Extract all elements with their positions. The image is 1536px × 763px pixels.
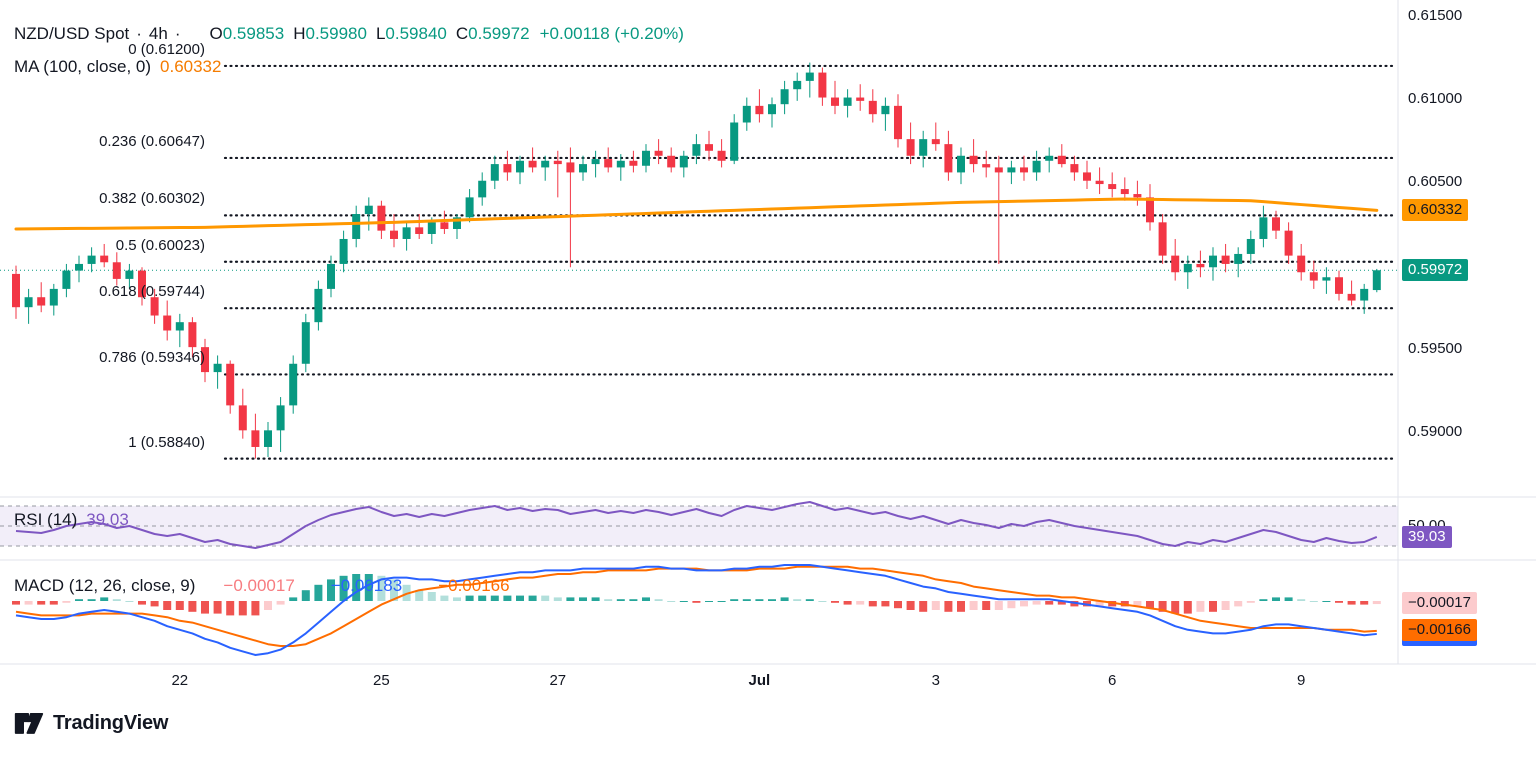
candles-layer (12, 62, 1381, 459)
rsi-line (15, 501, 1378, 549)
rsi-band (0, 505, 1398, 547)
tradingview-wordmark: TradingView (53, 711, 169, 734)
separator-dot: · (174, 24, 181, 43)
fib-level-label[interactable]: 0.5 (0.60023) (115, 236, 205, 254)
time-axis-label: 6 (1108, 672, 1117, 689)
rsi-legend[interactable]: RSI (14) 39.03 (14, 510, 129, 530)
price-axis-label: 0.59000 (1408, 423, 1463, 440)
price-axis-label: 0.61000 (1408, 90, 1463, 108)
price-axis-label: 0.59500 (1408, 339, 1463, 357)
open-value: 0.59853 (222, 24, 285, 43)
macd-signal-value: −0.00166 (438, 576, 510, 595)
close-label: C (455, 24, 469, 43)
rsi-value: 39.03 (86, 510, 129, 529)
ma-label: MA (100, close, 0) (14, 57, 152, 76)
symbol-title: NZD/USD Spot (14, 24, 130, 43)
macd-hist-badge: −0.00017 (1402, 592, 1477, 614)
rsi-label: RSI (14) (14, 510, 78, 529)
time-axis-label: 3 (931, 672, 940, 689)
tradingview-attribution[interactable]: TradingView (14, 710, 168, 736)
high-label: H (293, 24, 306, 43)
low-label: L (375, 24, 386, 43)
price-change: +0.00118 (+0.20%) (539, 24, 684, 43)
ma-price-badge: 0.60332 (1402, 199, 1469, 221)
symbol-legend[interactable]: NZD/USD Spot · 4h · O0.59853 H0.59980 L0.59840… (14, 24, 684, 44)
high-value: 0.59980 (305, 24, 367, 43)
macd-signal-line (15, 565, 1377, 647)
low-value: 0.59840 (385, 24, 447, 43)
separator-dot: · (136, 24, 142, 43)
fib-level-label[interactable]: 0.618 (0.59744) (99, 283, 205, 301)
rsi-badge: 39.03 (1402, 526, 1452, 548)
time-axis-label: 9 (1297, 672, 1306, 689)
time-axis-label: 27 (549, 672, 567, 689)
macd-line (15, 564, 1377, 656)
last-price-badge: 0.59972 (1402, 259, 1469, 281)
fib-level-label[interactable]: 0 (0.61200) (128, 40, 205, 58)
macd-hist-value: −0.00017 (223, 576, 295, 595)
price-axis-label: 0.61500 (1408, 7, 1463, 24)
macd-label: MACD (12, 26, close, 9) (14, 576, 196, 595)
price-axis-label: 0.60500 (1408, 173, 1463, 191)
time-axis-label: 25 (373, 672, 390, 689)
pane-separators (0, 0, 1536, 665)
macd-histogram (12, 574, 1381, 616)
fib-level-label[interactable]: 0.786 (0.59346) (99, 349, 205, 367)
ma-value: 0.60332 (160, 57, 222, 76)
time-axis-label: 22 (171, 672, 189, 689)
macd-signal-badge: −0.00166 (1402, 619, 1477, 641)
close-value: 0.59972 (468, 24, 530, 43)
time-axis-label: Jul (748, 672, 771, 689)
fib-retracement-lines (223, 64, 1396, 460)
macd-line-value: −0.00183 (330, 576, 403, 595)
tradingview-logo-icon (14, 713, 44, 734)
open-label: O (209, 24, 223, 43)
ma-100-line (14, 197, 1379, 231)
macd-legend[interactable]: MACD (12, 26, close, 9) −0.00017 −0.00183 −… (14, 576, 510, 596)
fib-level-label[interactable]: 0.382 (0.60302) (99, 190, 205, 208)
fib-level-label[interactable]: 0.236 (0.60647) (99, 132, 205, 150)
interval-label: 4h (148, 24, 168, 43)
ma-legend[interactable]: MA (100, close, 0) 0.60332 (14, 57, 221, 77)
fib-level-label[interactable]: 1 (0.58840) (128, 433, 205, 451)
